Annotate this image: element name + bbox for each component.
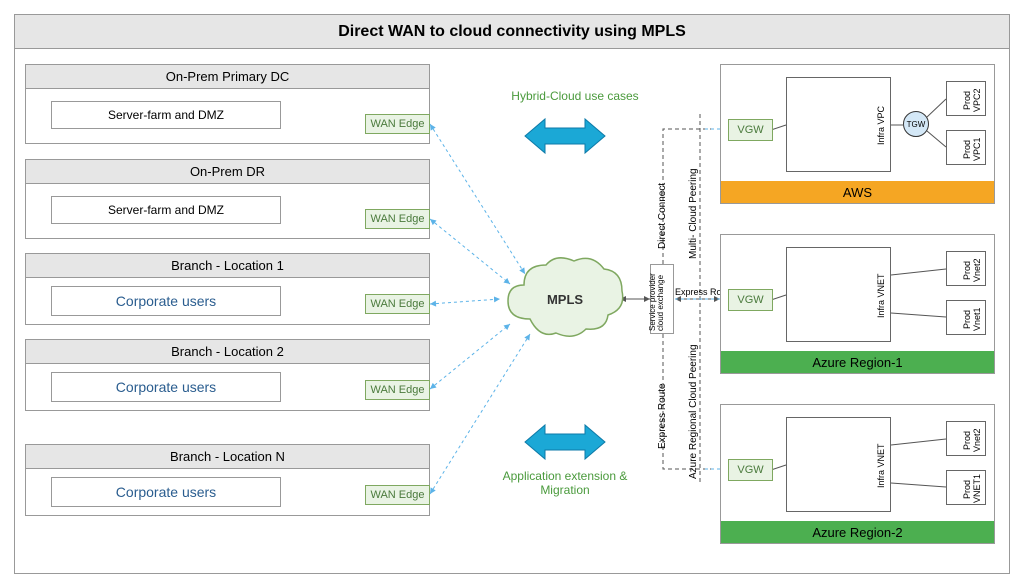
branch-n: Branch - Location N Corporate users [25, 444, 430, 516]
server-farm-box: Server-farm and DMZ [51, 196, 281, 224]
onprem-header: Branch - Location N [26, 445, 429, 469]
svg-text:MPLS: MPLS [547, 292, 583, 307]
direct-connect-label: Direct Connect [657, 149, 668, 249]
prod-label: Prod Vnet2 [962, 256, 982, 284]
prod-label: Prod VNET1 [962, 475, 982, 503]
prod-vnet1: Prod Vnet1 [946, 300, 986, 335]
infra-vnet: Infra VNET [786, 417, 891, 512]
infra-vnet: Infra VNET [786, 247, 891, 342]
tgw-node: TGW [903, 111, 929, 137]
branch-1: Branch - Location 1 Corporate users [25, 253, 430, 325]
express-route-vlabel: Express Route [657, 349, 668, 449]
prod-vpc1: Prod VPC1 [946, 130, 986, 165]
infra-label: Infra VPC [876, 98, 886, 153]
hybrid-cloud-label: Hybrid-Cloud use cases [495, 89, 655, 103]
vgw-badge: VGW [728, 289, 773, 311]
prod-vnet2: Prod Vnet2 [946, 421, 986, 456]
azure-regional-label: Azure Regional Cloud Peering [688, 319, 699, 479]
prod-label: Prod VPC1 [962, 135, 982, 163]
prod-label: Prod Vnet1 [962, 305, 982, 333]
wan-edge-badge: WAN Edge [365, 380, 430, 400]
infra-label: Infra VNET [876, 268, 886, 323]
hybrid-arrow-icon [515, 111, 615, 161]
cloud-footer: Azure Region-1 [721, 351, 994, 373]
wan-edge-badge: WAN Edge [365, 209, 430, 229]
mpls-cloud: MPLS [500, 249, 630, 349]
server-farm-box: Server-farm and DMZ [51, 101, 281, 129]
cloud-footer: Azure Region-2 [721, 521, 994, 543]
vgw-badge: VGW [728, 459, 773, 481]
page-title: Direct WAN to cloud connectivity using M… [15, 15, 1009, 49]
onprem-header: On-Prem Primary DC [26, 65, 429, 89]
onprem-header: On-Prem DR [26, 160, 429, 184]
corporate-users-box: Corporate users [51, 286, 281, 316]
branch-2: Branch - Location 2 Corporate users [25, 339, 430, 411]
infra-vpc: Infra VPC [786, 77, 891, 172]
onprem-header: Branch - Location 2 [26, 340, 429, 364]
migration-arrow-icon [515, 417, 615, 467]
onprem-header: Branch - Location 1 [26, 254, 429, 278]
corporate-users-box: Corporate users [51, 372, 281, 402]
app-migration-label: Application extension & Migration [490, 469, 640, 497]
wan-edge-badge: WAN Edge [365, 114, 430, 134]
prod-vpc2: Prod VPC2 [946, 81, 986, 116]
cloud-footer: AWS [721, 181, 994, 203]
wan-edge-badge: WAN Edge [365, 294, 430, 314]
prod-vnet2: Prod Vnet2 [946, 251, 986, 286]
multi-cloud-label: Multi- Cloud Peering [688, 139, 699, 259]
corporate-users-box: Corporate users [51, 477, 281, 507]
infra-label: Infra VNET [876, 438, 886, 493]
vgw-badge: VGW [728, 119, 773, 141]
prod-label: Prod VPC2 [962, 86, 982, 114]
prod-label: Prod Vnet2 [962, 426, 982, 454]
prod-vnet1: Prod VNET1 [946, 470, 986, 505]
sp-label: Service provider cloud exchange [649, 267, 665, 331]
wan-edge-badge: WAN Edge [365, 485, 430, 505]
